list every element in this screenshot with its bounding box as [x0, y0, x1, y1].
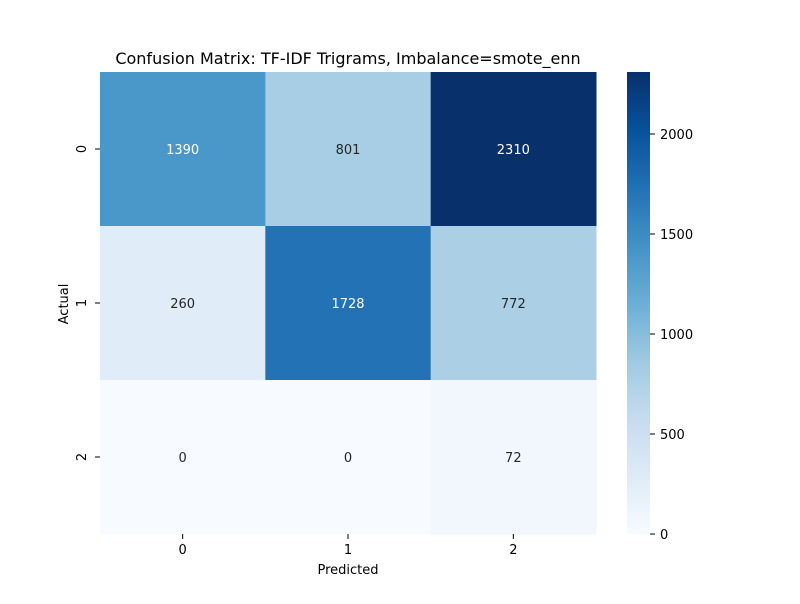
colorbar-tick-label-2: 1000	[660, 328, 693, 343]
x-tick-label-0: 0	[179, 543, 187, 558]
colorbar: 0 500 1000 1500 2000	[627, 72, 693, 543]
colorbar-gradient	[627, 72, 650, 534]
heatmap-cell-0-1	[265, 72, 432, 227]
heatmap-cell-1-1	[265, 226, 432, 381]
x-tick-label-2: 2	[509, 543, 517, 558]
heatmap-cell-2-1	[265, 380, 432, 535]
x-tick-label-1: 1	[344, 543, 352, 558]
colorbar-tick-label-4: 2000	[660, 128, 693, 143]
colorbar-tick-label-0: 0	[660, 528, 668, 543]
colorbar-tick-label-3: 1500	[660, 228, 693, 243]
heatmap-cell-0-2	[430, 72, 597, 227]
heatmap-cell-1-2	[430, 226, 597, 381]
x-axis-label: Predicted	[317, 563, 378, 578]
chart-title: Confusion Matrix: TF-IDF Trigrams, Imbal…	[115, 49, 580, 69]
heatmap-cell-2-0	[100, 380, 266, 535]
y-tick-label-2: 2	[75, 453, 90, 461]
cell-value-label-1-2: 772	[501, 297, 526, 312]
cell-value-label-0-0: 1390	[166, 143, 199, 158]
cell-value-label-0-1: 801	[336, 143, 361, 158]
y-tick-label-0: 0	[75, 145, 90, 153]
y-axis-label: Actual	[57, 284, 72, 325]
colorbar-tick-label-1: 500	[660, 428, 685, 443]
cell-value-label-1-1: 1728	[331, 297, 364, 312]
heatmap-cell-0-0	[100, 72, 266, 227]
x-axis: 0 1 2	[179, 534, 517, 558]
y-axis: 0 1 2	[75, 145, 100, 461]
cell-value-label-1-0: 260	[170, 297, 195, 312]
cell-value-label-0-2: 2310	[497, 143, 530, 158]
y-tick-label-1: 1	[75, 299, 90, 307]
heatmap-cell-1-0	[100, 226, 266, 381]
cell-value-label-2-1: 0	[344, 451, 352, 466]
cell-value-label-2-0: 0	[179, 451, 187, 466]
heatmap-cells: 1390 801 2310 260 1728 772 0 0 72	[100, 72, 597, 535]
heatmap-cell-2-2	[430, 380, 597, 535]
cell-value-label-2-2: 72	[505, 451, 522, 466]
